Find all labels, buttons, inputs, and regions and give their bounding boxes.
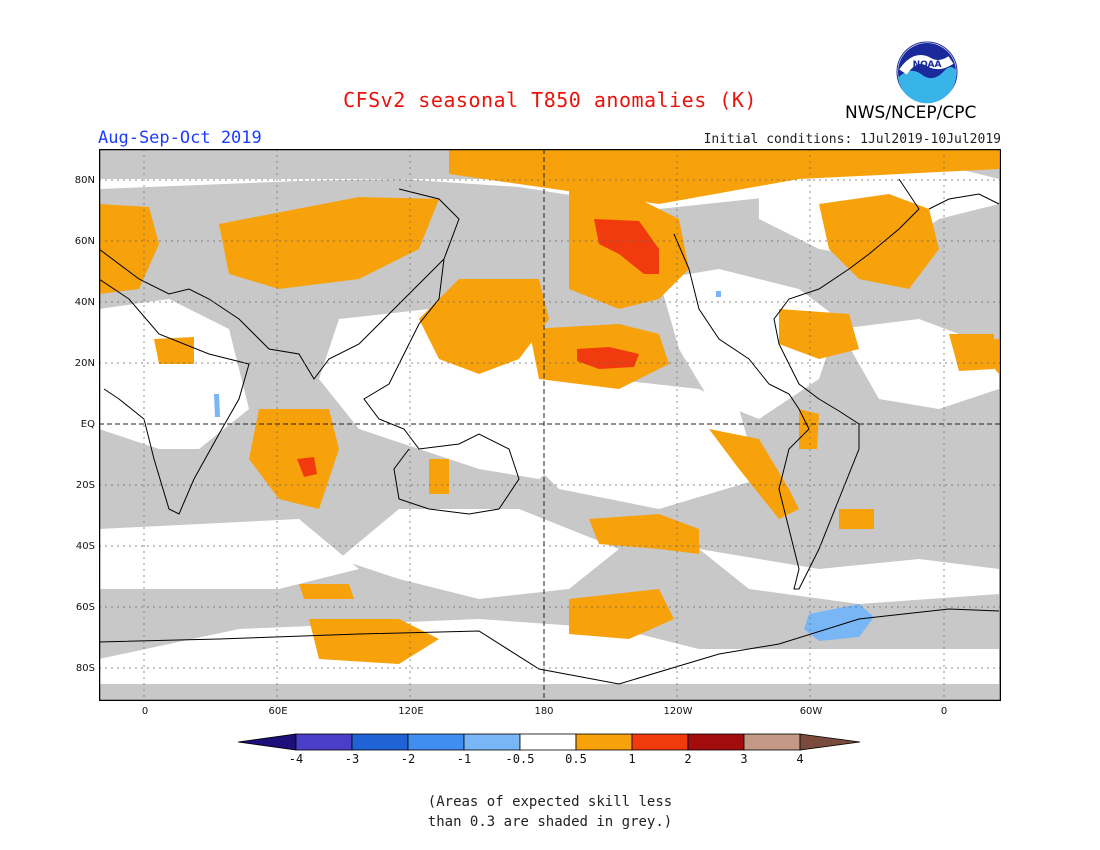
lat-label-40n: 40N <box>74 297 95 308</box>
lat-label-80s: 80S <box>75 663 95 674</box>
anomaly-map <box>99 149 1001 701</box>
warm-anomaly-regions <box>99 149 999 664</box>
lon-label-120w: 120W <box>663 706 693 717</box>
colorbar-label-1: 1 <box>628 752 636 766</box>
colorbar-label-neg4: -4 <box>288 752 304 766</box>
lat-label-80n: 80N <box>74 175 95 186</box>
colorbar-label-neg3: -3 <box>344 752 360 766</box>
lat-label-20s: 20S <box>75 480 95 491</box>
cool-anomaly-regions <box>214 291 874 641</box>
equator-dateline <box>99 149 1001 701</box>
colorbar-bins <box>295 733 801 751</box>
lon-label-60w: 60W <box>799 706 823 717</box>
lat-label-60n: 60N <box>74 236 95 247</box>
coastlines <box>99 178 1000 685</box>
map-title: CFSv2 seasonal T850 anomalies (K) <box>343 88 757 112</box>
colorbar-label-neg1: -1 <box>456 752 472 766</box>
strong-warm-anomaly-regions <box>297 219 659 477</box>
lat-label-eq: EQ <box>80 419 95 430</box>
map-frame <box>99 149 1001 701</box>
noaa-logo: NOAA <box>896 41 958 104</box>
lon-label-120e: 120E <box>398 706 424 717</box>
colorbar-label-neg0-5: -0.5 <box>505 752 535 766</box>
lon-label-0-east: 0 <box>940 706 948 717</box>
lon-label-0: 0 <box>141 706 149 717</box>
lat-label-40s: 40S <box>75 541 95 552</box>
colorbar-label-neg2: -2 <box>400 752 416 766</box>
colorbar-arrow-right <box>799 733 861 751</box>
lon-label-60e: 60E <box>268 706 288 717</box>
colorbar <box>238 733 861 751</box>
lat-label-60s: 60S <box>75 602 95 613</box>
skill-note-line1: (Areas of expected skill less <box>427 794 673 810</box>
skill-note: (Areas of expected skill less than 0.3 a… <box>0 792 1100 832</box>
agency-label: NWS/NCEP/CPC <box>845 103 977 123</box>
colorbar-label-3: 3 <box>740 752 748 766</box>
colorbar-label-2: 2 <box>684 752 692 766</box>
skill-note-line2: than 0.3 are shaded in grey.) <box>427 814 673 830</box>
season-label: Aug-Sep-Oct 2019 <box>98 128 262 148</box>
colorbar-label-0-5: 0.5 <box>565 752 587 766</box>
noaa-logo-text: NOAA <box>913 60 942 70</box>
lat-label-20n: 20N <box>74 358 95 369</box>
lon-label-180: 180 <box>534 706 554 717</box>
colorbar-label-4: 4 <box>796 752 804 766</box>
colorbar-arrow-left <box>238 733 297 751</box>
graticule <box>99 149 1001 701</box>
initial-conditions: Initial conditions: 1Jul2019-10Jul2019 <box>703 132 1001 147</box>
